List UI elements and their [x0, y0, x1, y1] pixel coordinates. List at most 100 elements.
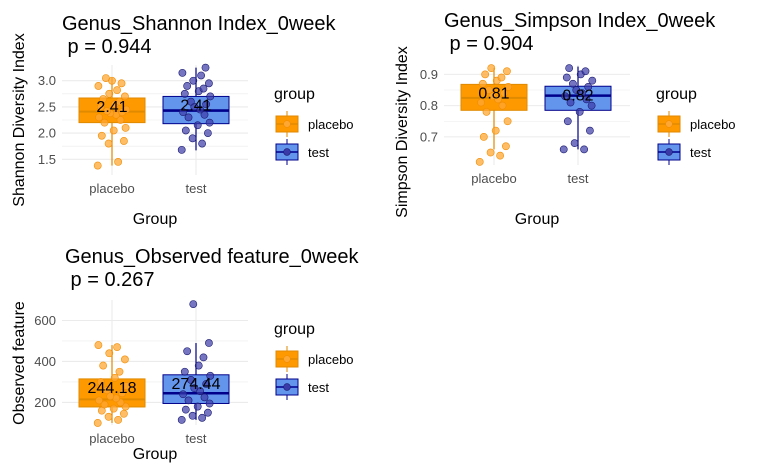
- data-point: [94, 82, 103, 90]
- data-point: [188, 134, 197, 143]
- panel-subtitle: p = 0.944: [62, 36, 152, 58]
- y-tick-label: 400: [34, 354, 56, 369]
- data-point: [482, 107, 491, 116]
- data-point: [582, 95, 591, 104]
- panel-simpson: Genus_Simpson Index_0week p = 0.904 0.7 0…: [394, 10, 736, 228]
- data-point: [114, 415, 123, 424]
- data-point: [103, 107, 111, 115]
- data-point: [109, 126, 118, 135]
- legend-key-test: [657, 139, 681, 165]
- x-axis-title: Group: [133, 211, 178, 228]
- data-point: [120, 409, 128, 418]
- data-point: [180, 89, 189, 98]
- legend-key-placebo: [275, 346, 299, 372]
- y-tick-label: 0.9: [420, 67, 438, 82]
- mean-label: 244.18: [88, 380, 137, 397]
- panel-title: Genus_Simpson Index_0week: [444, 10, 716, 32]
- data-point: [183, 347, 192, 356]
- data-point: [188, 411, 197, 420]
- data-point: [121, 402, 130, 411]
- mean-label: 2.41: [180, 97, 211, 114]
- data-point: [561, 92, 569, 101]
- legend: group placebo test: [656, 86, 736, 165]
- data-point: [503, 117, 512, 126]
- legend-key-test: [275, 374, 299, 400]
- panel-subtitle: p = 0.267: [65, 269, 155, 291]
- legend-point: [283, 383, 291, 391]
- legend-point: [665, 148, 673, 156]
- data-point: [199, 84, 208, 93]
- x-axis-title: Group: [515, 211, 560, 228]
- y-tick-label: 2.0: [38, 126, 56, 141]
- legend: group placebo test: [274, 86, 354, 165]
- data-point: [115, 97, 124, 106]
- data-point: [103, 386, 111, 395]
- data-point: [477, 98, 485, 107]
- data-point: [113, 86, 121, 95]
- legend-label: placebo: [690, 117, 736, 132]
- y-tick-label: 0.8: [420, 98, 438, 113]
- data-point: [100, 118, 109, 127]
- data-point: [100, 400, 109, 409]
- data-point: [562, 73, 571, 82]
- data-point: [96, 103, 105, 111]
- data-point: [497, 73, 506, 82]
- data-point: [110, 373, 119, 382]
- data-point: [117, 79, 126, 88]
- data-point: [202, 380, 211, 388]
- data-point: [479, 132, 488, 141]
- data-point: [200, 393, 209, 402]
- data-point: [496, 151, 505, 160]
- data-point: [181, 405, 190, 414]
- legend-title: group: [656, 86, 697, 103]
- legend-label: placebo: [308, 117, 354, 132]
- mean-label: 2.41: [96, 99, 127, 116]
- data-point: [500, 89, 509, 98]
- legend-point: [283, 148, 291, 156]
- legend-label: placebo: [308, 352, 354, 367]
- data-point: [572, 86, 581, 94]
- data-point: [178, 68, 187, 77]
- data-point: [475, 157, 484, 166]
- data-point: [205, 79, 213, 88]
- data-point: [121, 355, 129, 364]
- x-tick-label: test: [186, 181, 207, 196]
- panel-subtitle: p = 0.904: [444, 33, 534, 55]
- legend-label: test: [308, 145, 329, 160]
- y-axis-title: Simpson Diversity Index: [394, 46, 411, 218]
- data-point: [109, 404, 118, 413]
- mean-label: 274.44: [172, 376, 221, 393]
- data-point: [570, 139, 579, 148]
- data-point: [487, 64, 496, 73]
- data-point: [478, 79, 487, 88]
- data-point: [99, 95, 108, 103]
- data-point: [481, 70, 490, 79]
- plot-area: 0.7 0.8 0.9 placebo test 0.81 0.82: [420, 64, 630, 186]
- plot-area: 200 400 600 placebo test 244.18 274.44: [34, 300, 248, 446]
- legend-key-test: [275, 139, 299, 165]
- data-point: [563, 117, 572, 126]
- y-tick-label: 600: [34, 313, 56, 328]
- legend-point: [283, 355, 291, 363]
- y-tick-label: 3.0: [38, 73, 56, 88]
- x-tick-label: placebo: [89, 181, 135, 196]
- data-point: [177, 415, 186, 424]
- data-point: [118, 389, 127, 398]
- data-point: [101, 74, 110, 82]
- data-point: [501, 142, 510, 151]
- data-point: [183, 82, 192, 90]
- legend-point: [283, 120, 291, 128]
- data-point: [122, 105, 131, 114]
- data-point: [122, 382, 131, 390]
- legend-title: group: [274, 86, 315, 103]
- x-axis-title: Group: [133, 446, 178, 463]
- data-point: [189, 300, 198, 308]
- data-point: [498, 101, 507, 110]
- y-tick-label: 200: [34, 395, 56, 410]
- y-tick-label: 0.7: [420, 129, 438, 144]
- data-point: [104, 412, 113, 421]
- data-point: [199, 353, 208, 362]
- data-point: [95, 396, 103, 405]
- x-tick-label: test: [568, 171, 589, 186]
